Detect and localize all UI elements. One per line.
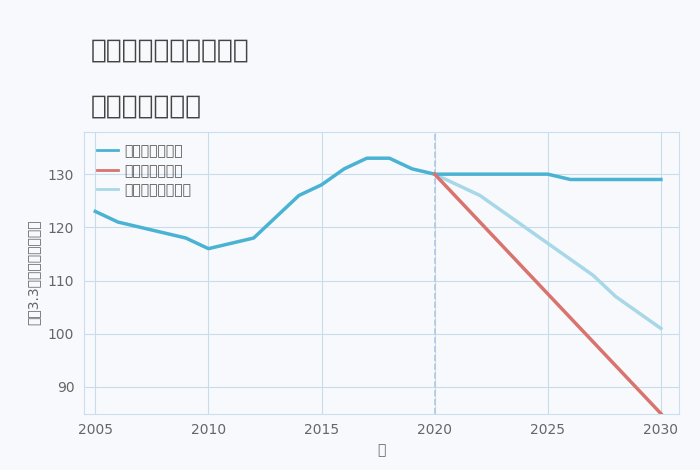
グッドシナリオ	[430, 172, 439, 177]
ノーマルシナリオ	[521, 225, 529, 230]
グッドシナリオ	[521, 172, 529, 177]
グッドシナリオ	[340, 166, 349, 172]
グッドシナリオ	[181, 235, 190, 241]
ノーマルシナリオ	[612, 294, 620, 299]
グッドシナリオ	[136, 225, 145, 230]
ノーマルシナリオ	[544, 241, 552, 246]
グッドシナリオ	[204, 246, 213, 251]
Text: 兵庫県西宮市大島町の: 兵庫県西宮市大島町の	[91, 38, 250, 63]
グッドシナリオ	[295, 193, 303, 198]
グッドシナリオ	[634, 177, 643, 182]
グッドシナリオ	[363, 156, 371, 161]
グッドシナリオ	[476, 172, 484, 177]
グッドシナリオ	[657, 177, 665, 182]
X-axis label: 年: 年	[377, 443, 386, 457]
グッドシナリオ	[317, 182, 326, 188]
ノーマルシナリオ	[430, 172, 439, 177]
グッドシナリオ	[498, 172, 507, 177]
グッドシナリオ	[91, 209, 99, 214]
グッドシナリオ	[408, 166, 416, 172]
グッドシナリオ	[272, 214, 281, 219]
ノーマルシナリオ	[634, 310, 643, 315]
グッドシナリオ	[159, 230, 167, 235]
Line: グッドシナリオ: グッドシナリオ	[95, 158, 661, 249]
ノーマルシナリオ	[589, 273, 597, 278]
Line: ノーマルシナリオ: ノーマルシナリオ	[435, 174, 661, 329]
グッドシナリオ	[612, 177, 620, 182]
グッドシナリオ	[566, 177, 575, 182]
Legend: グッドシナリオ, バッドシナリオ, ノーマルシナリオ: グッドシナリオ, バッドシナリオ, ノーマルシナリオ	[97, 144, 192, 197]
グッドシナリオ	[249, 235, 258, 241]
ノーマルシナリオ	[657, 326, 665, 331]
グッドシナリオ	[544, 172, 552, 177]
Text: 土地の価格推移: 土地の価格推移	[91, 94, 202, 120]
ノーマルシナリオ	[476, 193, 484, 198]
グッドシナリオ	[589, 177, 597, 182]
ノーマルシナリオ	[566, 257, 575, 262]
グッドシナリオ	[385, 156, 393, 161]
グッドシナリオ	[113, 219, 122, 225]
グッドシナリオ	[453, 172, 461, 177]
グッドシナリオ	[227, 241, 235, 246]
Y-axis label: 坪（3.3㎡）単価（万円）: 坪（3.3㎡）単価（万円）	[27, 220, 41, 325]
